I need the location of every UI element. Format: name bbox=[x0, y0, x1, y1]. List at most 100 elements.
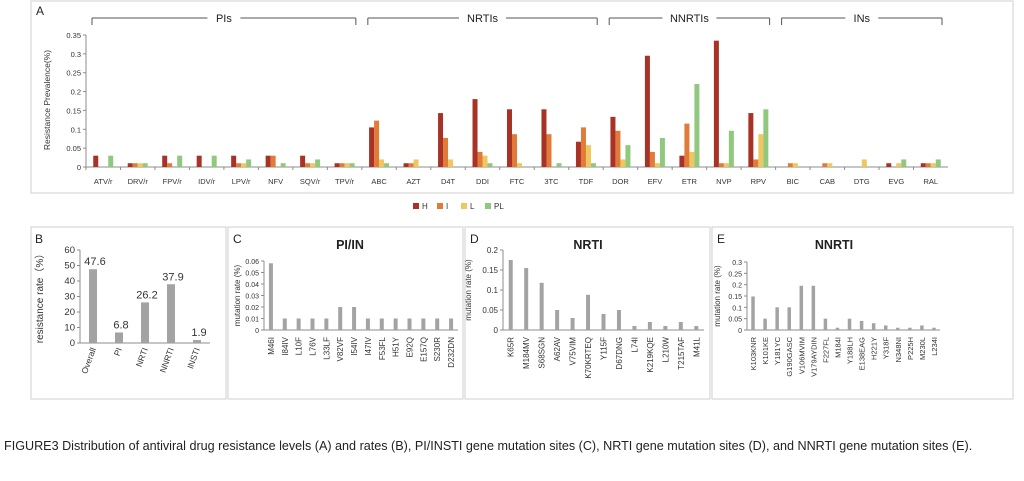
panel-d-bar bbox=[663, 326, 668, 330]
panel-a-x-tick-label: EFV bbox=[648, 177, 663, 186]
panel-a-bar-h bbox=[162, 155, 168, 167]
panel-e-y-tick-label: 0.05 bbox=[728, 317, 742, 324]
panel-a-y-axis: 0 0.05 0.1 0.15 0.2 0.25 0.3 0.35 bbox=[66, 31, 87, 172]
panel-c-frame bbox=[227, 226, 464, 400]
panel-e-x-tick-label: E138EAG bbox=[858, 337, 867, 371]
panel-a-y-tick-label: 0.05 bbox=[66, 144, 81, 153]
panel-a-bar-l bbox=[758, 134, 764, 167]
panel-a-legend-label: I bbox=[446, 202, 448, 211]
panel-a-bar-pl bbox=[590, 163, 596, 167]
panel-a-legend-swatch-l bbox=[461, 203, 467, 209]
panel-a-bar-pl bbox=[384, 163, 390, 167]
panel-e-bar bbox=[847, 318, 852, 330]
panel-a-x-tick-label: FTC bbox=[510, 177, 525, 186]
panel-e-bar bbox=[835, 327, 840, 330]
panel-a-legend-label: PL bbox=[494, 202, 504, 211]
panel-a-frame bbox=[30, 0, 1014, 194]
panel-a-bar-h bbox=[403, 163, 409, 167]
panel-a-bar-l bbox=[861, 159, 867, 167]
panel-a-group-bracket: PIs bbox=[91, 13, 357, 25]
panel-a-y-tick-label: 0 bbox=[77, 163, 81, 172]
panel-c-x-tick-label: E92Q bbox=[406, 337, 415, 357]
panel-a-bar-i bbox=[753, 159, 759, 167]
panel-a-x-tick-label: NFV bbox=[268, 177, 283, 186]
panel-a-bar-i bbox=[615, 130, 621, 167]
panel-a-x-tick-label: FPV/r bbox=[163, 177, 183, 186]
panel-b-data-label: 1.9 bbox=[191, 327, 206, 339]
panel-a-bar-l bbox=[310, 163, 316, 167]
panel-b-y-tick-label: 10 bbox=[64, 323, 75, 334]
panel-e-y-tick-label: 0 bbox=[738, 328, 742, 335]
panel-a-bar-h bbox=[541, 109, 547, 167]
figure-caption: FIGURE3 Distribution of antiviral drug r… bbox=[4, 439, 973, 453]
panel-a-x-tick-label: RAL bbox=[923, 177, 938, 186]
panel-a-x-tick-label: TDF bbox=[579, 177, 594, 186]
panel-e-bar bbox=[751, 296, 755, 330]
panel-a-group-bracket: NRTIs bbox=[367, 13, 598, 25]
panel-letter-b: B bbox=[35, 232, 43, 246]
panel-a-bar-i bbox=[443, 137, 449, 167]
panel-c-x-tick-label: I47IV bbox=[364, 336, 373, 355]
panel-d-x-tick-label: L74I bbox=[630, 337, 639, 353]
panel-c-x-tick-label: S230R bbox=[433, 337, 442, 362]
panel-a-y-tick-label: 0.25 bbox=[66, 69, 81, 78]
panel-b-y-axis: 0 10 20 30 40 50 60 bbox=[64, 245, 81, 349]
panel-e-x-tick-label: Y181YC bbox=[773, 336, 782, 365]
panel-a-bar-pl bbox=[108, 155, 114, 167]
panel-c-bar bbox=[268, 263, 273, 330]
panel-d-frame bbox=[464, 226, 711, 400]
panel-c-y-tick-label: 0.02 bbox=[245, 305, 259, 312]
panel-c-x-tick-label: M46I bbox=[267, 337, 276, 355]
panel-a-bar-pl bbox=[211, 155, 217, 167]
panel-b-y-tick-label: 40 bbox=[64, 276, 75, 287]
panel-e-bar bbox=[896, 327, 900, 330]
panel-a-bar-l bbox=[517, 163, 522, 167]
panel-a-legend: H I L PL bbox=[413, 202, 504, 211]
panel-a-bar-h bbox=[265, 155, 271, 167]
panel-e-y-tick-label: 0.2 bbox=[732, 283, 742, 290]
panel-c-bar bbox=[421, 318, 426, 330]
panel-c-bar bbox=[435, 318, 440, 330]
panel-c-title: PI/IN bbox=[336, 238, 364, 252]
panel-a-x-tick-label: D4T bbox=[441, 177, 456, 186]
panel-a-bar-h bbox=[507, 109, 512, 167]
panel-c-x-tick-label: I54IV bbox=[350, 336, 359, 355]
panel-a-bar-h bbox=[438, 113, 444, 167]
panel-d-bar bbox=[601, 314, 606, 330]
panel-c-y-tick-label: 0.06 bbox=[245, 259, 259, 266]
panel-b-data-label: 37.9 bbox=[162, 271, 183, 283]
panel-b-bar bbox=[193, 340, 201, 343]
panel-a-bar-l bbox=[344, 163, 350, 167]
panel-a-bar-i bbox=[339, 163, 345, 167]
panel-a-group-label: NNRTIs bbox=[670, 13, 709, 25]
panel-a-bar-i bbox=[408, 163, 414, 167]
panel-b-bar bbox=[89, 269, 97, 343]
panel-a-bar-i bbox=[684, 123, 690, 167]
panel-c-bar bbox=[352, 307, 357, 330]
panel-d-y-axis-label: mutation rate (%) bbox=[464, 259, 473, 321]
panel-a-bar-i bbox=[167, 163, 173, 167]
panel-a-bar-i bbox=[925, 163, 931, 167]
panel-a-group-label: INs bbox=[854, 13, 871, 25]
panel-e-bar bbox=[871, 323, 876, 330]
panel-d-x-tick-label: K70KRTEQ bbox=[584, 337, 593, 379]
panel-d-bar bbox=[616, 310, 621, 330]
panel-e-bar bbox=[920, 325, 924, 330]
panel-a-x-tick-label: NVP bbox=[716, 177, 731, 186]
panel-a-group-label: PIs bbox=[216, 13, 232, 25]
panel-a-bar-h bbox=[644, 55, 650, 167]
panel-a-bar-l bbox=[723, 163, 729, 167]
panel-a-x-tick-label: EVG bbox=[888, 177, 904, 186]
panel-a-bar-pl bbox=[728, 130, 734, 167]
panel-a-bar-pl bbox=[315, 159, 321, 167]
panel-a-bar-l bbox=[654, 163, 660, 167]
panel-a-bar-i bbox=[477, 151, 483, 167]
panel-a-x-tick-label: DOR bbox=[612, 177, 629, 186]
panel-a-bar-h bbox=[713, 40, 719, 167]
panel-a-x-tick-label: TPV/r bbox=[335, 177, 355, 186]
panel-e-y-tick-label: 0.1 bbox=[732, 305, 742, 312]
panel-letter-d: D bbox=[470, 232, 479, 246]
panel-a-y-tick-label: 0.2 bbox=[71, 88, 81, 97]
panel-d-y-tick-label: 0.05 bbox=[482, 306, 498, 315]
